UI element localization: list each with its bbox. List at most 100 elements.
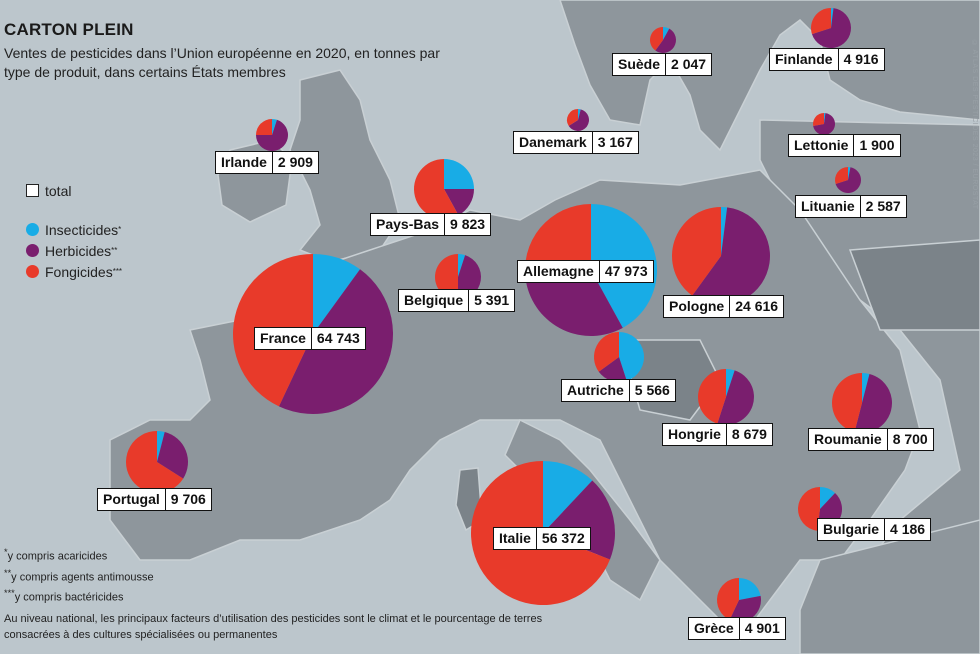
- pie-slice-pologne-fongicides: [672, 207, 721, 296]
- footnotes: *y compris acaricides **y compris agents…: [4, 544, 154, 606]
- map-title: CARTON PLEIN: [4, 20, 134, 39]
- pie-slice-portugal-fongicides: [126, 431, 184, 493]
- pie-slice-portugal-herbicides: [157, 431, 188, 479]
- pie-portugal: [126, 431, 188, 493]
- legend-fongicides: Fongicides ***: [26, 261, 122, 282]
- footnote-2: **y compris agents antimousse: [4, 567, 154, 584]
- credit-text: © ATLAS DES PESTICIDES 2023 / EUROSTAT: [971, 40, 978, 210]
- legend-insecticides: Insecticides *: [26, 219, 122, 240]
- pie-slice-finlande-fongicides: [811, 8, 831, 35]
- pie-slice-danemark-insecticides: [578, 109, 581, 120]
- country-label-irlande: Irlande 2 909: [215, 151, 319, 174]
- pie-slice-hongrie-insecticides: [726, 369, 735, 397]
- fongicides-swatch: [26, 265, 39, 278]
- pie-autriche: [594, 332, 644, 382]
- pie-slice-lettonie-fongicides: [813, 113, 824, 127]
- pie-slice-danemark-fongicides: [567, 109, 578, 126]
- country-label-danemark: Danemark 3 167: [513, 131, 639, 154]
- pie-slice-suede-fongicides: [649, 27, 663, 51]
- pie-slice-belgique-herbicides: [458, 255, 481, 300]
- pie-suede: [649, 27, 676, 53]
- pie-slice-roumanie-insecticides: [862, 373, 870, 403]
- pie-slice-allemagne-herbicides: [526, 270, 623, 336]
- pie-slice-roumanie-herbicides: [854, 373, 892, 433]
- pie-slice-suede-herbicides: [655, 28, 676, 53]
- pie-slice-hongrie-herbicides: [717, 370, 754, 425]
- legend-herbicides-label: Herbicides: [45, 242, 112, 259]
- pie-slice-france-insecticides: [313, 254, 361, 334]
- pie-pays-bas: [414, 159, 474, 219]
- pie-slice-lettonie-insecticides: [824, 113, 826, 124]
- country-label-suede: Suède 2 047: [612, 53, 713, 76]
- pie-slice-italie-insecticides: [543, 461, 593, 533]
- pie-slice-irlande-herbicides: [256, 119, 288, 151]
- legend-herbicides: Herbicides **: [26, 240, 122, 261]
- fongicides-footnote-mark: ***: [112, 267, 123, 276]
- country-label-grece: Grèce 4 901: [688, 617, 786, 640]
- pie-slice-hongrie-fongicides: [698, 369, 726, 424]
- map-subtitle: Ventes de pesticides dans l’Union europé…: [4, 45, 440, 80]
- pie-slice-irlande-fongicides: [256, 119, 272, 135]
- source-note: Au niveau national, les principaux facte…: [4, 613, 543, 641]
- pie-slice-finlande-herbicides: [811, 8, 851, 49]
- pie-lituanie: [835, 167, 862, 194]
- pie-slice-pologne-herbicides: [692, 207, 770, 306]
- pie-slice-pologne-insecticides: [721, 207, 728, 256]
- country-label-belgique: Belgique 5 391: [398, 289, 516, 312]
- pie-slice-pays-bas-insecticides: [444, 159, 474, 189]
- total-swatch: [26, 184, 39, 197]
- pie-slice-lituanie-fongicides: [835, 167, 848, 185]
- pie-belgique: [435, 254, 481, 300]
- legend-insecticides-label: Insecticides: [45, 221, 119, 238]
- legend-total-label: total: [45, 182, 72, 199]
- pie-slice-lituanie-herbicides: [835, 167, 862, 194]
- pie-slice-bulgarie-fongicides: [797, 487, 820, 531]
- country-label-finlande: Finlande 4 916: [769, 48, 885, 71]
- pie-slice-grece-insecticides: [739, 578, 761, 600]
- pie-slice-bulgarie-insecticides: [820, 487, 836, 509]
- legend-total: total: [26, 180, 122, 201]
- pie-slice-autriche-herbicides: [598, 357, 627, 382]
- legend-fongicides-label: Fongicides: [45, 263, 113, 280]
- country-label-autriche: Autriche 5 566: [561, 379, 676, 402]
- pie-slice-grece-fongicides: [717, 578, 739, 620]
- pie-slice-lettonie-herbicides: [813, 113, 835, 136]
- pie-slice-irlande-insecticides: [272, 119, 277, 135]
- pie-slice-finlande-insecticides: [831, 8, 834, 28]
- pie-slice-pays-bas-fongicides: [414, 159, 459, 219]
- pie-roumanie: [832, 373, 892, 433]
- pie-hongrie: [698, 369, 754, 425]
- country-label-lettonie: Lettonie 1 900: [788, 134, 901, 157]
- pie-danemark: [567, 109, 590, 131]
- pie-slice-belgique-fongicides: [435, 254, 458, 300]
- country-label-portugal: Portugal 9 706: [97, 488, 212, 511]
- country-label-pays-bas: Pays-Bas 9 823: [370, 213, 492, 236]
- pie-grece: [717, 578, 761, 622]
- footnote-3: ***y compris bactéricides: [4, 588, 124, 604]
- pie-irlande: [256, 119, 288, 151]
- pie-slice-roumanie-fongicides: [832, 373, 862, 433]
- pie-finlande: [811, 8, 851, 49]
- insecticides-footnote-mark: *: [118, 225, 122, 234]
- country-label-roumanie: Roumanie 8 700: [808, 428, 934, 451]
- herbicides-footnote-mark: **: [111, 246, 118, 255]
- insecticides-swatch: [26, 223, 39, 236]
- pie-slice-autriche-fongicides: [594, 332, 619, 372]
- pie-slice-grece-herbicides: [729, 595, 761, 622]
- country-label-bulgarie: Bulgarie 4 186: [817, 518, 932, 541]
- pie-pologne: [672, 207, 770, 306]
- pie-slice-pays-bas-herbicides: [444, 189, 474, 216]
- pie-slice-portugal-insecticides: [157, 431, 165, 462]
- pie-slice-autriche-insecticides: [619, 332, 644, 381]
- footnote-1: *y compris acaricides: [4, 547, 108, 563]
- country-label-italie: Italie 56 372: [493, 527, 591, 550]
- pie-lettonie: [813, 113, 835, 136]
- country-label-france: France 64 743: [254, 327, 366, 350]
- herbicides-swatch: [26, 244, 39, 257]
- pie-slice-suede-insecticides: [663, 27, 670, 40]
- pie-slice-belgique-insecticides: [458, 254, 466, 277]
- country-label-pologne: Pologne 24 616: [663, 295, 785, 318]
- legend: total Insecticides * Herbicides ** Fongici…: [26, 180, 122, 282]
- country-label-allemagne: Allemagne 47 973: [517, 260, 654, 283]
- pie-slice-danemark-herbicides: [568, 109, 590, 131]
